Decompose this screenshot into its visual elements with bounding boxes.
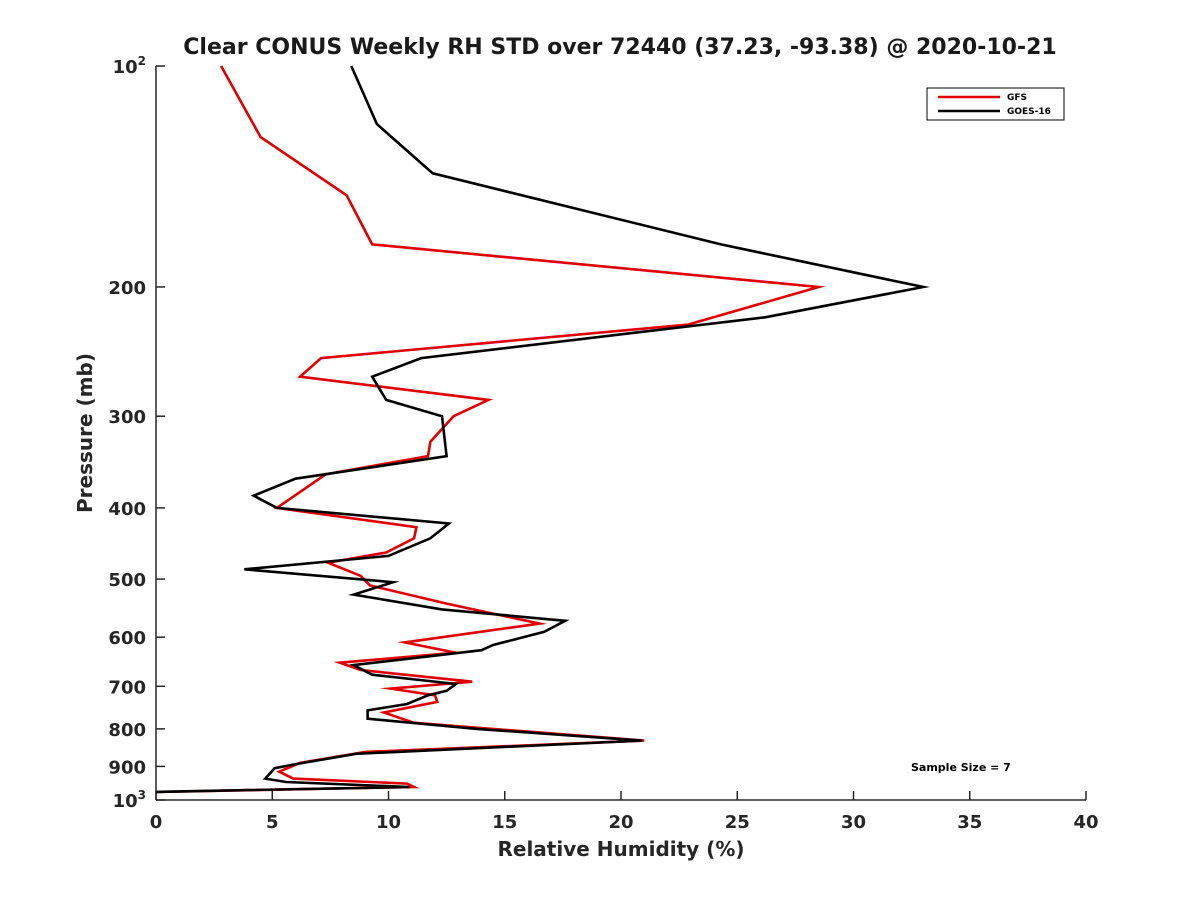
- x-tick-label: 20: [608, 812, 633, 833]
- y-tick-label-base: 300: [108, 407, 146, 428]
- x-tick-label: 35: [957, 812, 982, 833]
- y-tick-label-base: 600: [108, 628, 146, 649]
- x-tick-label: 40: [1073, 812, 1098, 833]
- x-tick-label: 0: [150, 812, 163, 833]
- series-layer: [155, 65, 930, 794]
- x-tick-label: 5: [266, 812, 279, 833]
- y-tick-label: 500: [108, 570, 146, 591]
- y-tick-label-base: 10: [113, 57, 138, 78]
- y-tick-label-base: 700: [108, 677, 146, 698]
- y-tick-label: 300: [108, 407, 146, 428]
- legend: GFS GOES-16: [926, 87, 1065, 121]
- x-tick-label: 25: [725, 812, 750, 833]
- legend-items: GFS GOES-16: [938, 93, 1051, 117]
- x-tick-label: 10: [376, 812, 401, 833]
- y-tick-label-base: 200: [108, 278, 146, 299]
- y-tick-label-base: 400: [108, 499, 146, 520]
- y-tick-label: 900: [108, 757, 146, 778]
- x-ticks: 0 5 10 15 20 25 30 35 40: [150, 791, 1099, 833]
- legend-label: GOES-16: [1007, 107, 1051, 117]
- legend-label: GFS: [1007, 93, 1027, 103]
- sample-size-annotation: Sample Size = 7: [911, 761, 1011, 774]
- series-line-goes-16: [155, 65, 930, 794]
- y-tick-label-base: 800: [108, 720, 146, 741]
- y-tick-label: 700: [108, 677, 146, 698]
- y-tick-label-base: 10: [113, 791, 138, 812]
- chart-title: Clear CONUS Weekly RH STD over 72440 (37…: [183, 35, 1056, 60]
- y-tick-label-exponent: 3: [138, 788, 146, 802]
- x-tick-label: 15: [492, 812, 517, 833]
- y-tick-label-base: 500: [108, 570, 146, 591]
- x-axis-label: Relative Humidity (%): [497, 837, 744, 861]
- y-tick-label: 600: [108, 628, 146, 649]
- y-tick-label-exponent: 2: [138, 54, 146, 68]
- y-tick-label: 103: [113, 788, 146, 812]
- y-tick-label: 102: [113, 54, 146, 78]
- y-axis-label: Pressure (mb): [73, 353, 97, 513]
- x-tick-label: 30: [841, 812, 866, 833]
- y-tick-label-base: 900: [108, 757, 146, 778]
- y-tick-label: 200: [108, 278, 146, 299]
- legend-box: [926, 87, 1065, 121]
- y-tick-label: 400: [108, 499, 146, 520]
- y-tick-label: 800: [108, 720, 146, 741]
